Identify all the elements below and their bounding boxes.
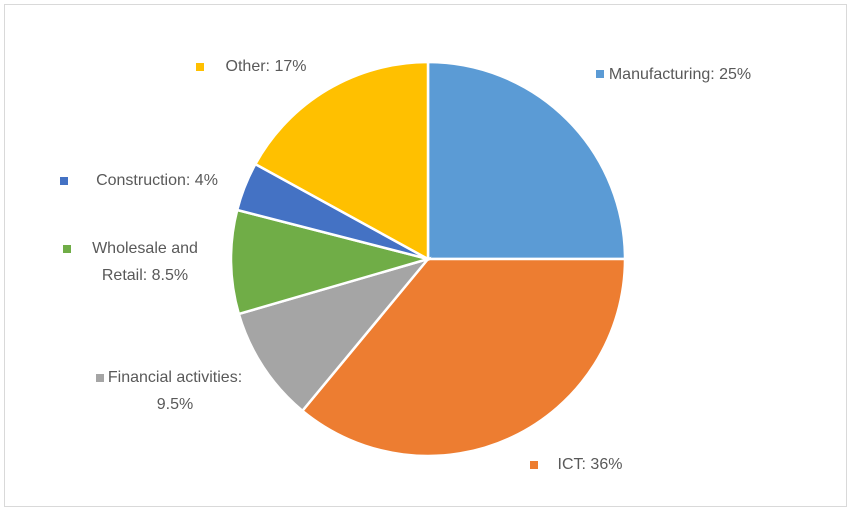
label-marker: [60, 177, 68, 185]
label-marker: [596, 70, 604, 78]
data-label: Other: 17%: [225, 58, 307, 75]
pie-slice: [253, 60, 430, 262]
label-marker: [96, 374, 104, 382]
data-label: ICT: 36%: [557, 456, 623, 473]
chart-border: [4, 4, 847, 507]
pie-slice: [229, 208, 433, 316]
data-label: Wholesale and Retail: 8.5%: [92, 240, 198, 284]
pie-slice: [426, 60, 627, 261]
label-marker: [196, 63, 204, 71]
pie-slice: [300, 257, 627, 458]
pie-slice: [237, 256, 432, 413]
data-label: Financial activities: 9.5%: [107, 369, 243, 413]
label-marker: [530, 461, 538, 469]
data-label: Construction: 4%: [96, 172, 218, 189]
data-label: Manufacturing: 25%: [608, 66, 752, 83]
label-marker: [63, 245, 71, 253]
